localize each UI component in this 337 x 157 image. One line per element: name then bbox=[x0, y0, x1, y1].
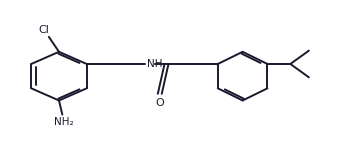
Text: NH₂: NH₂ bbox=[54, 117, 74, 127]
Text: Cl: Cl bbox=[38, 24, 49, 35]
Text: NH: NH bbox=[147, 59, 163, 69]
Text: O: O bbox=[156, 98, 164, 108]
